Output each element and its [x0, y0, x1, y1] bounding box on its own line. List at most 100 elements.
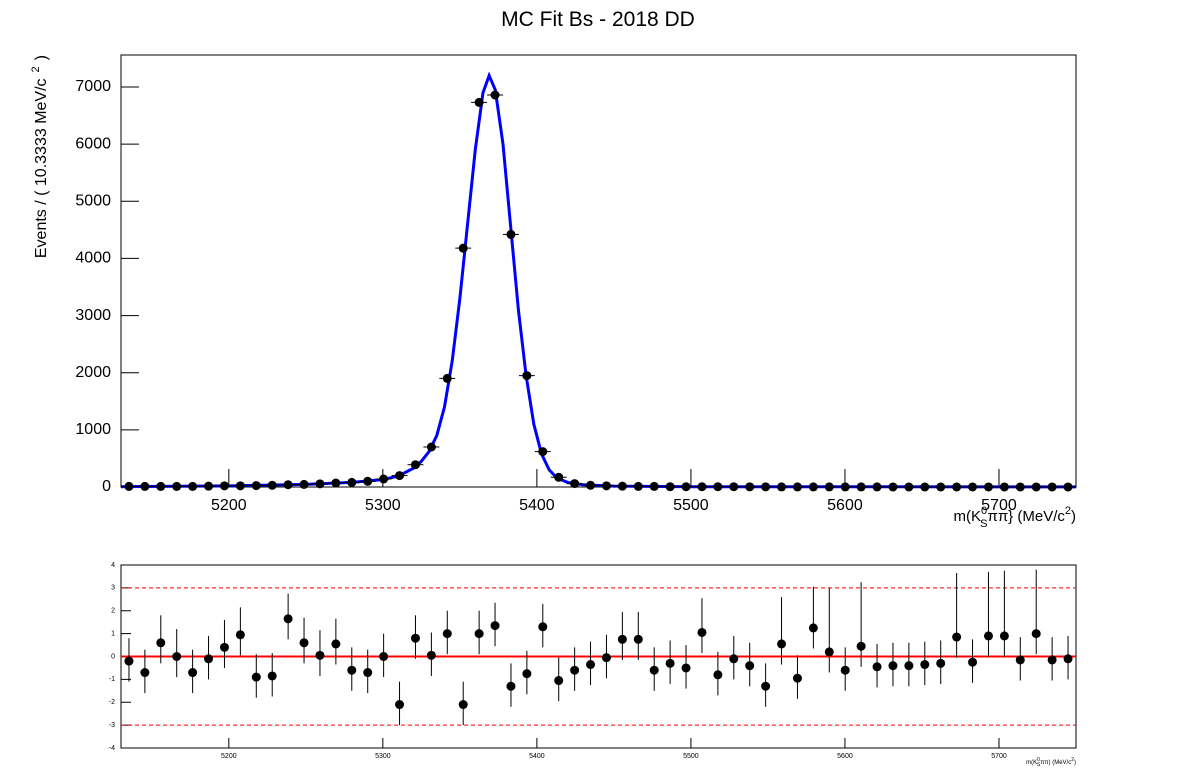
pull-point	[681, 663, 691, 673]
data-point	[904, 482, 914, 492]
x-tick-label: 5200	[221, 753, 237, 760]
y-tick-label: 7000	[75, 78, 111, 95]
y-tick-label: 1000	[75, 421, 111, 438]
pull-point	[840, 665, 850, 675]
x-label-sub: S	[1037, 762, 1041, 768]
data-point	[633, 481, 643, 491]
pull-point	[283, 614, 293, 624]
pull-point	[983, 631, 993, 641]
data-point	[410, 460, 420, 470]
y-tick-label: 3	[111, 585, 115, 592]
x-tick-label: 5200	[211, 497, 247, 514]
data-point	[808, 482, 818, 492]
pull-point	[713, 670, 723, 680]
y-tick-label: 6000	[75, 135, 111, 152]
data-point	[426, 442, 436, 452]
y-tick-label: -2	[109, 699, 115, 706]
pull-point	[1047, 655, 1057, 665]
pull-point	[188, 668, 198, 678]
y-label-end: )	[33, 55, 50, 60]
pull-point	[729, 654, 739, 664]
data-point	[856, 482, 866, 492]
data-point	[490, 90, 500, 100]
x-label-sup: 0	[981, 505, 987, 517]
pull-point	[920, 660, 930, 670]
data-point	[251, 481, 261, 491]
data-point	[999, 482, 1009, 492]
data-point	[363, 476, 373, 486]
pull-point	[761, 681, 771, 691]
data-point	[570, 479, 580, 489]
pull-point	[904, 661, 914, 671]
data-point	[920, 482, 930, 492]
pull-point	[968, 657, 978, 667]
pull-point	[665, 658, 675, 668]
data-point	[204, 481, 214, 491]
pull-point	[442, 629, 452, 639]
x-label-end: )	[1071, 508, 1076, 525]
pull-point	[347, 665, 357, 675]
data-point	[761, 482, 771, 492]
data-point	[172, 481, 182, 491]
x-label-text: ππ) (MeV/c	[1040, 760, 1071, 766]
y-tick-label: -1	[109, 676, 115, 683]
pull-point	[649, 665, 659, 675]
data-point	[522, 371, 532, 381]
pull-point	[936, 658, 946, 668]
data-point	[888, 482, 898, 492]
y-tick-label: 3000	[75, 307, 111, 324]
data-point	[601, 481, 611, 491]
pull-point	[219, 642, 229, 652]
y-tick-label: 1	[111, 630, 115, 637]
pull-point	[745, 661, 755, 671]
y-tick-label: 4	[111, 562, 115, 569]
data-point	[188, 481, 198, 491]
x-tick-label: 5700	[991, 753, 1007, 760]
data-point	[299, 479, 309, 489]
pull-point	[554, 676, 564, 686]
pull-point	[410, 633, 420, 643]
pull-point	[824, 647, 834, 657]
data-point	[124, 481, 134, 491]
x-label-sup: 0	[1037, 757, 1040, 763]
pull-point	[124, 656, 134, 666]
pull-point	[204, 654, 214, 664]
x-tick-label: 5400	[519, 497, 555, 514]
x-tick-label: 5700	[981, 497, 1017, 514]
data-point	[681, 482, 691, 492]
data-point	[235, 481, 245, 491]
x-label-text: ππ} (MeV/c	[987, 508, 1065, 525]
pull-point	[570, 665, 580, 675]
pull-point	[999, 631, 1009, 641]
data-point	[395, 471, 405, 481]
pull-point	[474, 629, 484, 639]
pull-point	[617, 634, 627, 644]
pull-point	[172, 652, 182, 661]
pull-point	[235, 630, 245, 640]
pull-point	[299, 638, 309, 648]
data-point	[840, 482, 850, 492]
pull-point	[777, 639, 787, 649]
data-point	[792, 482, 802, 492]
data-point	[442, 373, 452, 383]
y-label-text: Events / ( 10.3333 MeV/c	[33, 78, 50, 258]
y-tick-label: 4000	[75, 250, 111, 267]
data-point	[506, 229, 516, 239]
data-point	[649, 481, 659, 491]
x-label-text: m(K	[1026, 760, 1037, 766]
data-point	[315, 479, 325, 489]
data-point	[1015, 482, 1025, 492]
x-tick-label: 5500	[683, 753, 699, 760]
pull-point	[792, 673, 802, 683]
data-point	[729, 482, 739, 492]
pull-x-axis-label: m(K0 Sππ) (MeV/c2)	[1026, 757, 1076, 768]
x-tick-label: 5600	[837, 753, 853, 760]
data-point	[777, 482, 787, 492]
pull-point	[872, 662, 882, 672]
pull-point	[1031, 629, 1041, 639]
y-tick-label: 2000	[75, 364, 111, 381]
x-label-end: )	[1074, 760, 1076, 766]
y-tick-label: -4	[109, 745, 115, 752]
